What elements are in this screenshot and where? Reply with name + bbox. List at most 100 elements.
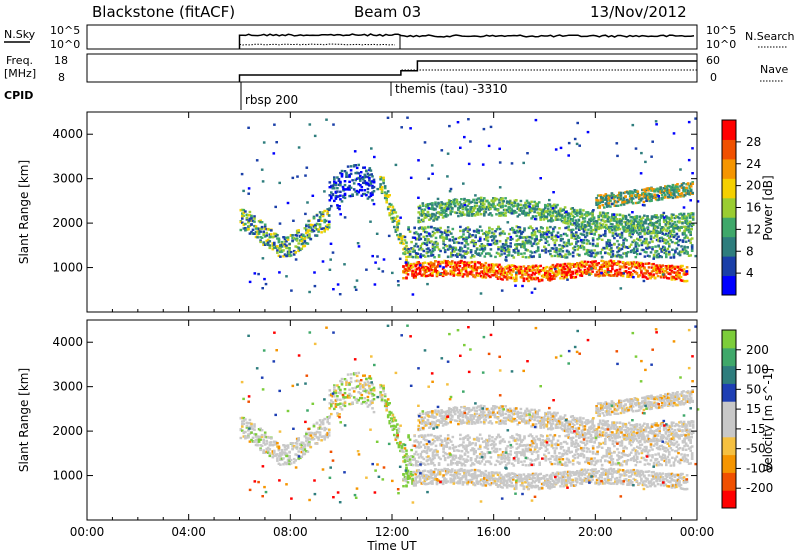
power-cell	[609, 218, 613, 221]
power-cell	[285, 244, 288, 247]
power-cell	[524, 267, 527, 270]
power-cell	[609, 264, 613, 267]
freq-label-2: [MHz]	[4, 67, 36, 80]
power-cell	[680, 250, 683, 254]
velocity-cell	[251, 427, 255, 431]
power-cell	[286, 236, 290, 239]
power-cell	[355, 166, 359, 170]
power-cell	[411, 293, 415, 296]
power-cell	[441, 273, 445, 276]
power-cell	[473, 275, 477, 279]
power-cell	[409, 176, 413, 179]
velocity-cell	[390, 417, 393, 420]
power-cell	[248, 214, 252, 217]
power-cell	[467, 210, 471, 213]
power-cell	[427, 232, 431, 235]
power-cell	[571, 218, 574, 221]
power-cell	[443, 231, 447, 234]
power-cell	[466, 199, 469, 202]
power-cell	[254, 225, 258, 228]
power-cell	[311, 194, 315, 197]
velocity-cell	[303, 435, 307, 438]
power-cell	[487, 213, 491, 216]
power-cell	[365, 181, 368, 184]
power-cell	[408, 269, 411, 272]
power-cell	[505, 259, 508, 262]
power-cell	[394, 217, 398, 220]
velocity-cell	[300, 455, 304, 458]
power-cell	[333, 177, 336, 181]
power-cell	[589, 261, 593, 264]
power-cell	[601, 273, 605, 276]
power-cell	[571, 207, 574, 210]
power-cell	[688, 228, 692, 231]
velocity-cell	[348, 383, 351, 386]
power-cell	[592, 260, 596, 264]
power-cell	[253, 215, 256, 218]
power-cell	[339, 171, 342, 175]
power-cell	[521, 271, 524, 275]
power-cell	[568, 215, 571, 218]
velocity-cell	[285, 452, 288, 455]
velocity-cell	[393, 424, 396, 428]
power-cell	[317, 228, 320, 231]
power-cell	[334, 194, 338, 198]
power-cell	[648, 255, 651, 258]
power-cell	[638, 218, 642, 221]
power-cell	[541, 227, 544, 230]
power-cell	[647, 218, 651, 221]
power-cell	[512, 209, 515, 213]
power-cell	[494, 230, 497, 233]
velocity-cell	[295, 439, 299, 443]
power-cell	[357, 172, 360, 175]
power-cell	[343, 216, 347, 219]
power-cell	[256, 230, 259, 233]
power-cell	[331, 193, 335, 196]
power-cell	[457, 241, 461, 245]
power-cell	[326, 225, 329, 228]
velocity-cell	[402, 450, 405, 453]
power-cell	[425, 247, 429, 251]
power-cell	[563, 275, 567, 279]
power-cell	[537, 270, 541, 274]
velocity-cell	[260, 444, 264, 447]
power-cell	[451, 272, 454, 275]
power-cell	[559, 255, 563, 258]
power-cell	[457, 248, 461, 252]
power-cell	[475, 252, 479, 256]
power-cell	[484, 208, 488, 211]
power-cell	[402, 277, 405, 280]
power-cell	[396, 223, 399, 227]
power-cell	[460, 268, 463, 272]
power-cell	[667, 191, 670, 194]
power-cell	[665, 185, 669, 188]
power-cell	[443, 270, 446, 273]
velocity-cell	[311, 431, 314, 435]
power-cell	[670, 267, 674, 270]
power-cell	[580, 264, 584, 267]
power-cell	[545, 217, 549, 220]
power-cell	[446, 233, 450, 237]
power-cell	[669, 256, 673, 259]
power-cell	[512, 231, 516, 234]
power-cell	[669, 239, 673, 242]
power-cell	[677, 252, 680, 255]
power-cell	[450, 251, 453, 255]
power-cell	[674, 195, 678, 198]
power-cell	[690, 212, 693, 215]
power-cell	[559, 146, 563, 150]
power-cell	[320, 219, 323, 222]
power-cell	[488, 243, 491, 246]
power-cell	[431, 202, 434, 205]
power-cell	[654, 234, 657, 237]
power-cell	[568, 212, 571, 216]
power-cell	[240, 172, 244, 176]
power-cell	[661, 213, 664, 217]
power-cell	[608, 241, 612, 245]
power-cell	[527, 201, 530, 204]
power-cell	[598, 194, 601, 197]
power-cell	[548, 198, 551, 202]
power-cell	[653, 225, 657, 228]
power-cell	[571, 254, 575, 258]
power-cell	[679, 168, 682, 171]
